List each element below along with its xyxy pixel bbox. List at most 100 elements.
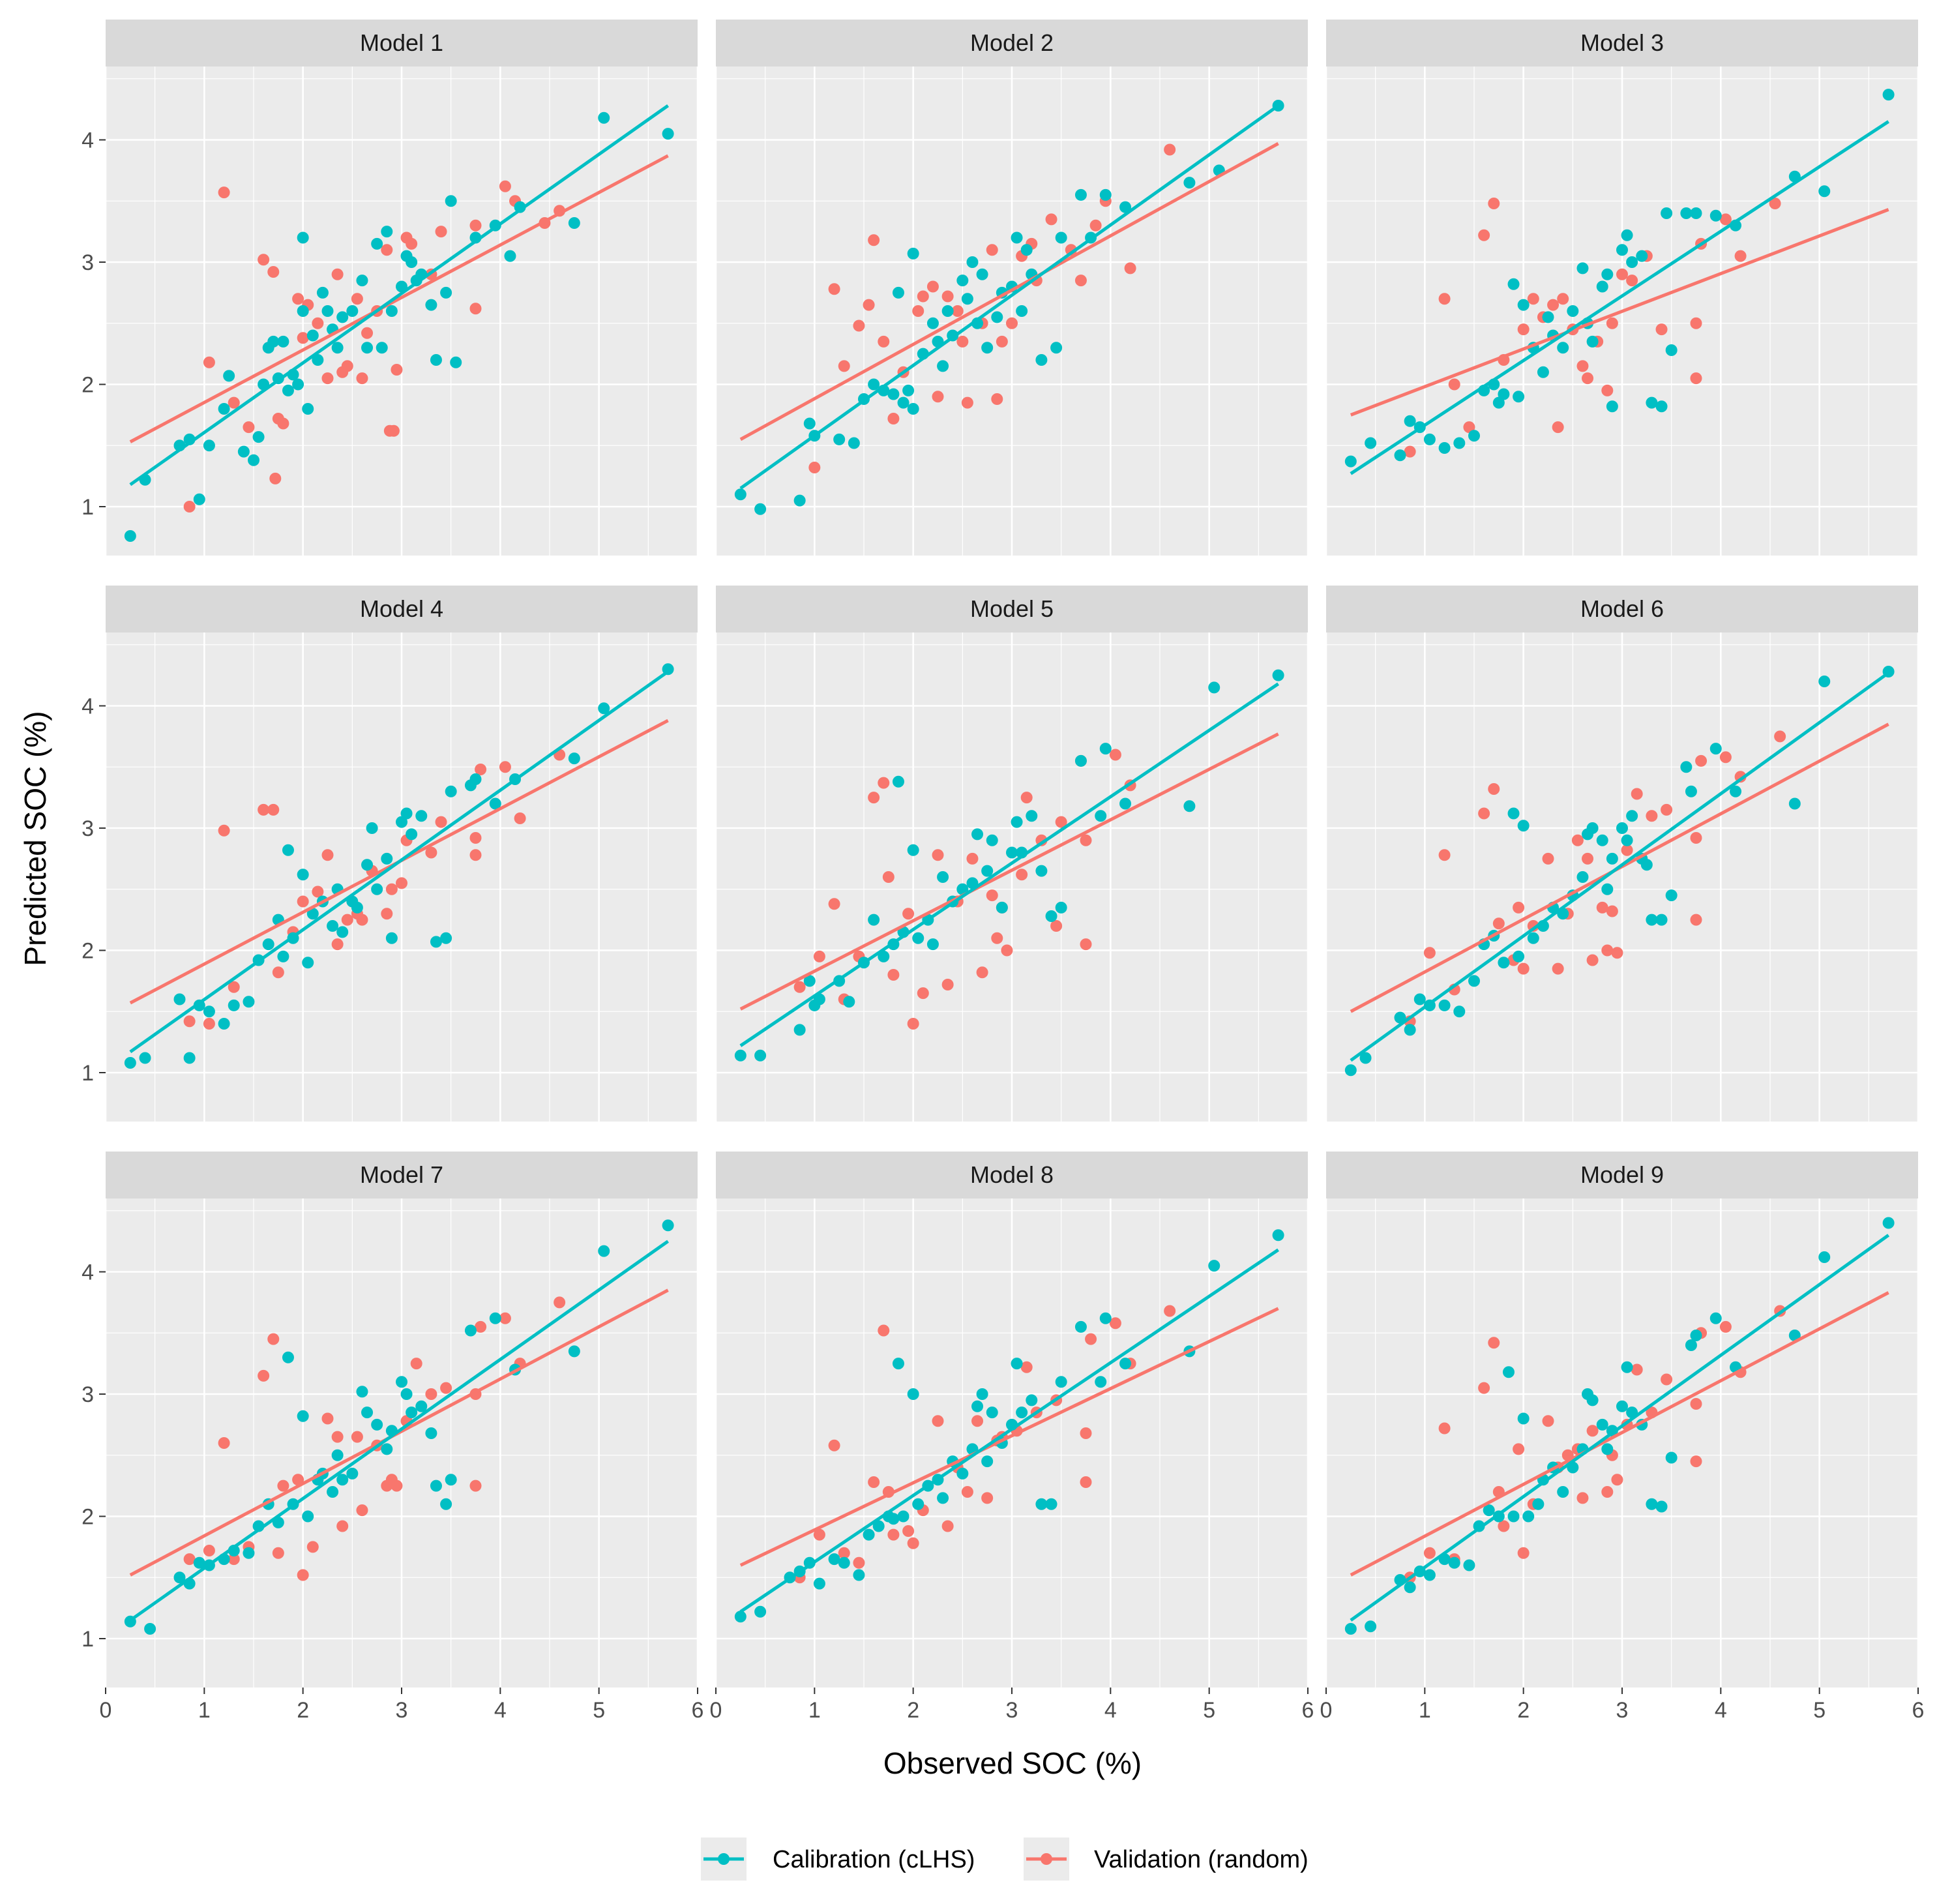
calibration-point xyxy=(1468,430,1480,442)
validation-point xyxy=(878,777,890,789)
legend-label-validation: Validation (random) xyxy=(1094,1846,1309,1873)
calibration-point xyxy=(445,1474,457,1486)
validation-point xyxy=(1769,198,1781,209)
validation-point xyxy=(956,335,969,348)
validation-point xyxy=(321,372,334,385)
validation-point xyxy=(272,1547,284,1559)
calibration-point xyxy=(887,388,900,400)
validation-point xyxy=(1478,229,1490,241)
calibration-point xyxy=(1640,859,1653,871)
calibration-point xyxy=(450,356,462,368)
validation-point xyxy=(1006,317,1018,329)
validation-point xyxy=(351,293,363,305)
validation-point xyxy=(1423,947,1436,959)
calibration-point xyxy=(297,869,309,881)
calibration-point xyxy=(926,938,939,951)
y-tick-label: 4 xyxy=(81,694,94,719)
validation-point xyxy=(1080,834,1092,846)
validation-point xyxy=(391,364,403,376)
calibration-point xyxy=(267,335,280,348)
calibration-point xyxy=(252,431,265,443)
validation-point xyxy=(991,932,1003,944)
calibration-point xyxy=(430,936,442,948)
calibration-point xyxy=(907,403,919,415)
calibration-point xyxy=(1532,1498,1545,1510)
calibration-point xyxy=(1507,807,1520,820)
calibration-point xyxy=(336,1474,349,1486)
y-tick-label: 2 xyxy=(81,939,94,964)
validation-point xyxy=(203,1545,215,1556)
calibration-point xyxy=(1818,1251,1831,1263)
validation-point xyxy=(853,320,865,332)
validation-point xyxy=(218,1437,230,1449)
validation-point xyxy=(1089,219,1102,231)
calibration-point xyxy=(1404,415,1416,427)
validation-point xyxy=(1661,803,1673,816)
y-tick-label: 4 xyxy=(81,1260,94,1285)
validation-point xyxy=(1438,849,1451,861)
calibration-point xyxy=(440,1498,452,1510)
validation-point xyxy=(1719,751,1732,764)
legend-key-calibration-point xyxy=(718,1853,730,1865)
calibration-point xyxy=(243,996,255,1008)
calibration-point xyxy=(1542,311,1554,323)
validation-point xyxy=(1498,1520,1510,1532)
validation-point xyxy=(277,1480,289,1492)
calibration-point xyxy=(754,503,767,515)
calibration-point xyxy=(1690,1330,1702,1341)
y-tick-label: 4 xyxy=(81,128,94,153)
calibration-point xyxy=(1055,901,1067,914)
validation-point xyxy=(813,1528,825,1541)
validation-point xyxy=(951,305,964,317)
calibration-point xyxy=(1055,1376,1067,1388)
x-tick-label: 1 xyxy=(1419,1698,1431,1723)
x-tick-label: 2 xyxy=(907,1698,919,1723)
calibration-point xyxy=(415,810,428,822)
calibration-point xyxy=(1616,822,1628,834)
panel-title: Model 2 xyxy=(970,29,1054,56)
calibration-point xyxy=(1016,1406,1028,1419)
panel-strip xyxy=(106,20,698,67)
validation-point xyxy=(331,938,344,951)
calibration-point xyxy=(1463,1559,1475,1571)
calibration-point xyxy=(662,128,674,140)
calibration-point xyxy=(843,996,855,1008)
x-tick-label: 0 xyxy=(710,1698,722,1723)
calibration-point xyxy=(1586,335,1599,348)
validation-point xyxy=(469,1480,482,1492)
calibration-point xyxy=(1882,89,1895,101)
calibration-point xyxy=(1665,889,1678,902)
validation-point xyxy=(381,908,393,920)
calibration-point xyxy=(1045,910,1057,922)
panel-model-1: Model 1 1 2 3 4 xyxy=(81,20,699,556)
y-tick-label: 3 xyxy=(81,816,94,841)
y-tick-label: 1 xyxy=(81,1061,94,1086)
calibration-point xyxy=(754,1605,767,1618)
y-tick-label: 3 xyxy=(81,1382,94,1407)
validation-point xyxy=(961,1486,973,1498)
calibration-point xyxy=(1882,1217,1895,1229)
calibration-point xyxy=(1453,437,1466,449)
calibration-point xyxy=(400,1388,413,1400)
calibration-point xyxy=(1035,1498,1048,1510)
validation-point xyxy=(1719,1320,1732,1333)
x-axis-title: Observed SOC (%) xyxy=(883,1746,1142,1780)
calibration-point xyxy=(237,445,250,458)
validation-point xyxy=(381,244,393,256)
validation-point xyxy=(1655,323,1668,336)
validation-point xyxy=(1488,783,1500,795)
calibration-fit-line xyxy=(1350,120,1889,475)
y-tick-label: 3 xyxy=(81,250,94,275)
calibration-point xyxy=(887,1513,900,1525)
calibration-point xyxy=(1626,256,1638,268)
calibration-point xyxy=(1099,188,1112,201)
calibration-point xyxy=(376,342,388,354)
validation-point xyxy=(1404,445,1416,458)
calibration-point xyxy=(371,237,383,250)
validation-point xyxy=(868,234,880,246)
validation-point xyxy=(1517,323,1530,336)
x-tick-label: 4 xyxy=(1715,1698,1727,1723)
validation-point xyxy=(1055,816,1067,828)
validation-point xyxy=(941,1520,954,1532)
